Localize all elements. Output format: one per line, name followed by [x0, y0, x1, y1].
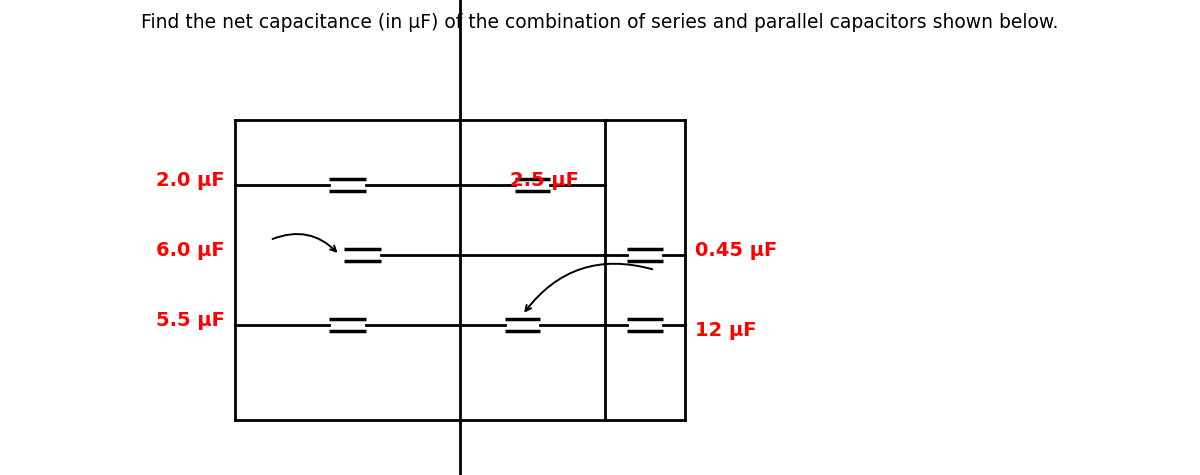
Text: 5.5 μF: 5.5 μF: [156, 312, 226, 331]
Text: 6.0 μF: 6.0 μF: [156, 241, 226, 260]
Text: Find the net capacitance (in μF) of the combination of series and parallel capac: Find the net capacitance (in μF) of the …: [142, 13, 1058, 32]
Text: 0.45 μF: 0.45 μF: [695, 241, 778, 260]
Text: 2.0 μF: 2.0 μF: [156, 171, 226, 190]
Text: 2.5 μF: 2.5 μF: [510, 171, 578, 190]
Text: 12 μF: 12 μF: [695, 321, 756, 340]
